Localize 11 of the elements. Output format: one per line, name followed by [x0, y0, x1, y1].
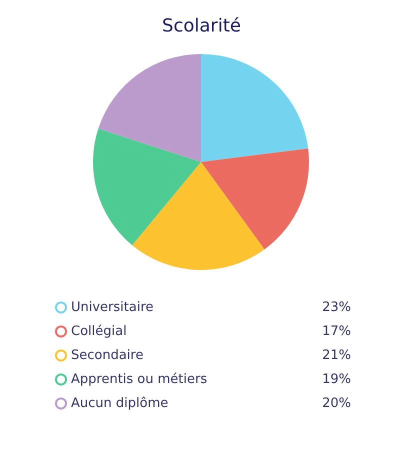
data-label: 21%	[322, 348, 351, 363]
legend-label: Apprentis ou métiers	[71, 372, 208, 387]
data-label: 23%	[322, 300, 351, 315]
legend-label: Aucun diplôme	[71, 396, 168, 411]
legend-label: Collégial	[71, 324, 127, 339]
data-label: 20%	[322, 396, 351, 411]
data-label: 19%	[322, 372, 351, 387]
data-label: 17%	[322, 324, 351, 339]
legend-label: Universitaire	[71, 300, 154, 315]
chart-title: Scolarité	[162, 16, 241, 36]
legend-label: Secondaire	[71, 348, 144, 363]
